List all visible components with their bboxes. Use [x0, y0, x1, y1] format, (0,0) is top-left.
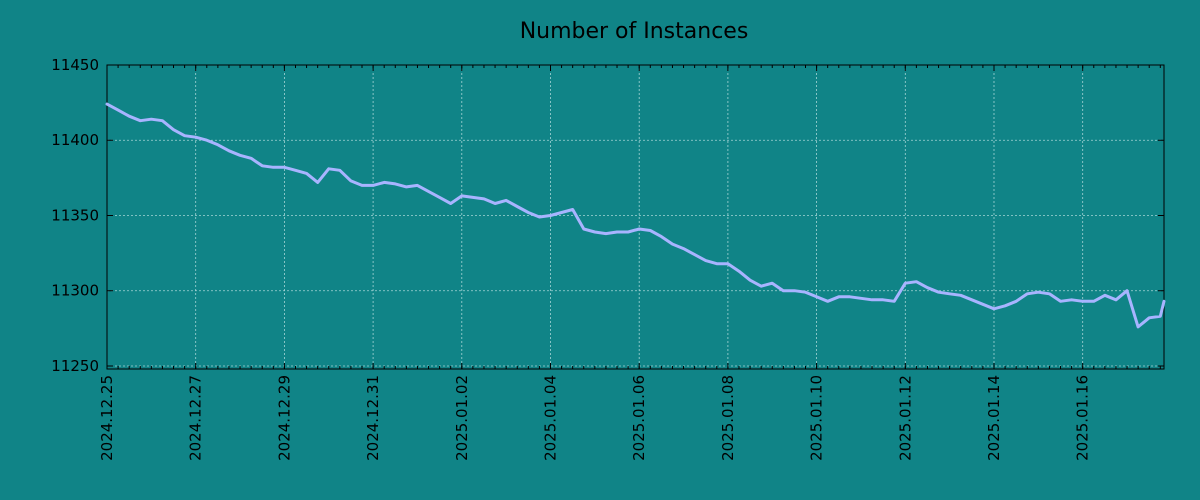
series-line [105, 102, 1166, 329]
x-tick-label: 2025.01.08 [719, 375, 737, 461]
x-tick-label: 2025.01.02 [453, 375, 471, 461]
x-tick-label: 2025.01.04 [541, 375, 559, 461]
grid-lines [107, 64, 1164, 369]
x-tick-label: 2024.12.27 [187, 375, 205, 461]
x-tick-label: 2024.12.25 [98, 375, 116, 461]
y-tick-label: 11250 [51, 357, 99, 375]
y-tick-label: 11350 [51, 206, 99, 224]
x-tick-label: 2025.01.12 [896, 375, 914, 461]
x-tick-label: 2025.01.06 [630, 375, 648, 461]
x-tick-label: 2025.01.10 [808, 375, 826, 461]
x-tick-label: 2025.01.16 [1074, 375, 1092, 461]
y-tick-label: 11300 [51, 282, 99, 300]
plot-area-frame [106, 64, 1165, 370]
y-tick-label: 11450 [51, 56, 99, 74]
x-tick-label: 2024.12.29 [275, 375, 293, 461]
x-axis: 2024.12.25 2024.12.27 2024.12.29 2024.12.31… [98, 65, 1161, 461]
y-axis: 11250 11300 11350 11400 11450 [51, 56, 1164, 375]
x-tick-label: 2024.12.31 [364, 375, 382, 461]
chart-title: Number of Instances [520, 19, 749, 44]
y-tick-label: 11400 [51, 131, 99, 149]
x-tick-label: 2025.01.14 [985, 375, 1003, 461]
